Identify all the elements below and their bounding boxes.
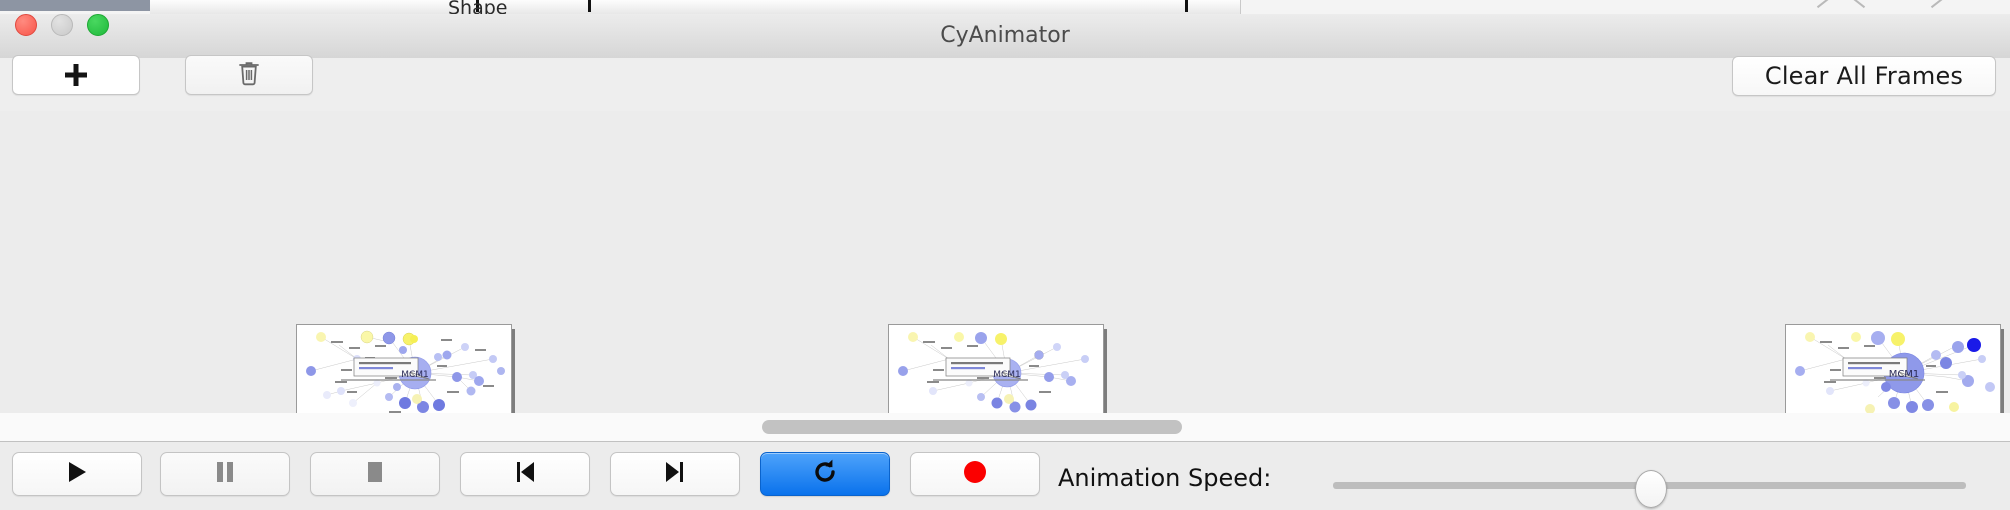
add-frame-button[interactable] [12, 55, 140, 95]
stop-icon [365, 460, 385, 488]
background-desktop-strip: Shape [0, 0, 2010, 14]
svg-text:MCM1: MCM1 [1889, 369, 1920, 380]
loop-button[interactable] [760, 452, 890, 496]
skip-forward-icon [664, 460, 686, 488]
trash-icon [237, 60, 261, 91]
frame-thumbnail: MCM1 [1785, 324, 2001, 413]
plus-icon [63, 62, 89, 88]
scrollbar-thumb[interactable] [762, 420, 1182, 434]
background-tick [1185, 0, 1188, 12]
record-icon [962, 459, 988, 489]
background-window-titlebar [0, 0, 150, 11]
play-button[interactable] [12, 452, 142, 496]
skip-forward-button[interactable] [610, 452, 740, 496]
skip-back-icon [514, 460, 536, 488]
close-button[interactable] [15, 14, 37, 36]
frame-thumbnail: MCM1 [888, 324, 1104, 413]
background-window-chunk [360, 0, 461, 14]
frame-thumbnail: MCM1 [296, 324, 512, 413]
svg-text:MCM1: MCM1 [993, 370, 1021, 380]
animation-speed-thumb[interactable] [1635, 470, 1667, 508]
minimize-button[interactable] [51, 14, 73, 36]
background-window-chunk [150, 0, 361, 14]
record-button[interactable] [910, 452, 1040, 496]
background-decoration [1930, 0, 1944, 9]
timeline-panel[interactable]: MCM1 [0, 111, 2010, 414]
transport-bar: Animation Speed: [0, 442, 2010, 510]
background-window-chunk [790, 0, 1241, 14]
timeline-scrollbar[interactable] [0, 413, 2010, 442]
delete-frame-button[interactable] [185, 55, 313, 95]
window-title: CyAnimator [940, 23, 1070, 48]
background-window-label: Shape [448, 0, 508, 14]
loop-icon [811, 458, 839, 490]
background-decoration [1852, 0, 1866, 9]
background-tick [476, 0, 479, 12]
stop-button[interactable] [310, 452, 440, 496]
clear-all-frames-button[interactable]: Clear All Frames [1732, 56, 1996, 96]
toolbar [0, 58, 2010, 112]
zoom-button[interactable] [87, 14, 109, 36]
skip-back-button[interactable] [460, 452, 590, 496]
animation-speed-label: Animation Speed: [1058, 464, 1272, 492]
play-icon [66, 460, 88, 488]
pause-button[interactable] [160, 452, 290, 496]
svg-text:MCM1: MCM1 [401, 370, 429, 380]
background-window-chunk [620, 0, 791, 14]
clear-all-frames-label: Clear All Frames [1764, 62, 1964, 90]
background-tick [588, 0, 591, 12]
pause-icon [215, 460, 235, 488]
background-decoration [1816, 0, 1830, 9]
